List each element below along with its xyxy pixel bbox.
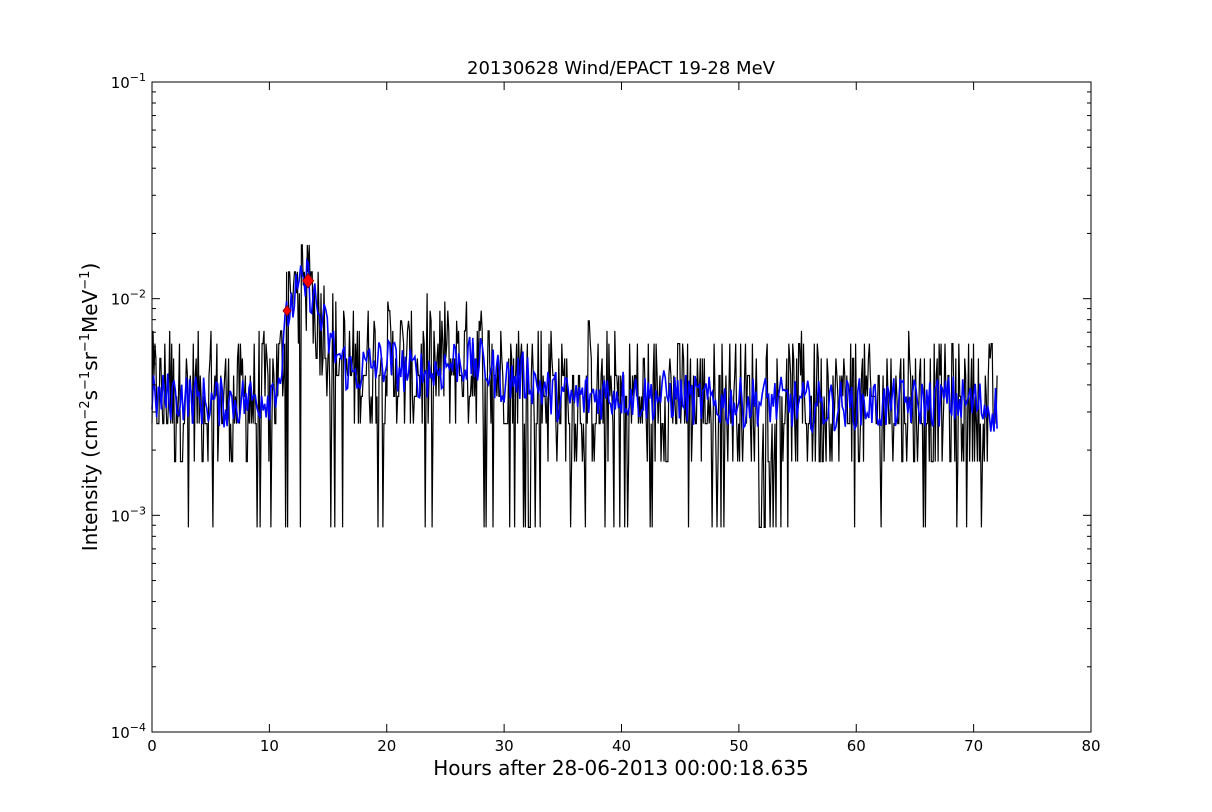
y-tick-label: 10−4 [111,721,146,742]
x-tick-label: 30 [495,737,514,755]
y-axis-label: Intensity (cm−2s−1sr−1MeV−1) [78,263,102,552]
x-tick-label: 60 [847,737,866,755]
x-tick-label: 10 [260,737,279,755]
x-tick-label: 70 [964,737,983,755]
y-tick-label: 10−3 [111,504,146,525]
x-tick-label: 80 [1081,737,1100,755]
x-tick-label: 0 [147,737,157,755]
y-tick-label: 10−1 [111,71,146,92]
x-axis-label: Hours after 28-06-2013 00:00:18.635 [433,756,809,780]
series-layer [151,244,998,528]
event-marker [282,305,292,317]
y-tick-label: 10−2 [111,288,146,309]
plot-area [151,81,1092,733]
chart-title: 20130628 Wind/EPACT 19-28 MeV [467,58,776,79]
raw-intensity-series [151,244,998,528]
axes: 0 10 20 30 40 50 60 70 80 10−4 10−3 10−2 10−1 [111,71,1101,755]
x-tick-label: 50 [729,737,748,755]
x-tick-label: 40 [612,737,631,755]
event-marker [301,273,315,289]
smoothed-intensity-series [151,257,998,435]
x-tick-label: 20 [377,737,396,755]
